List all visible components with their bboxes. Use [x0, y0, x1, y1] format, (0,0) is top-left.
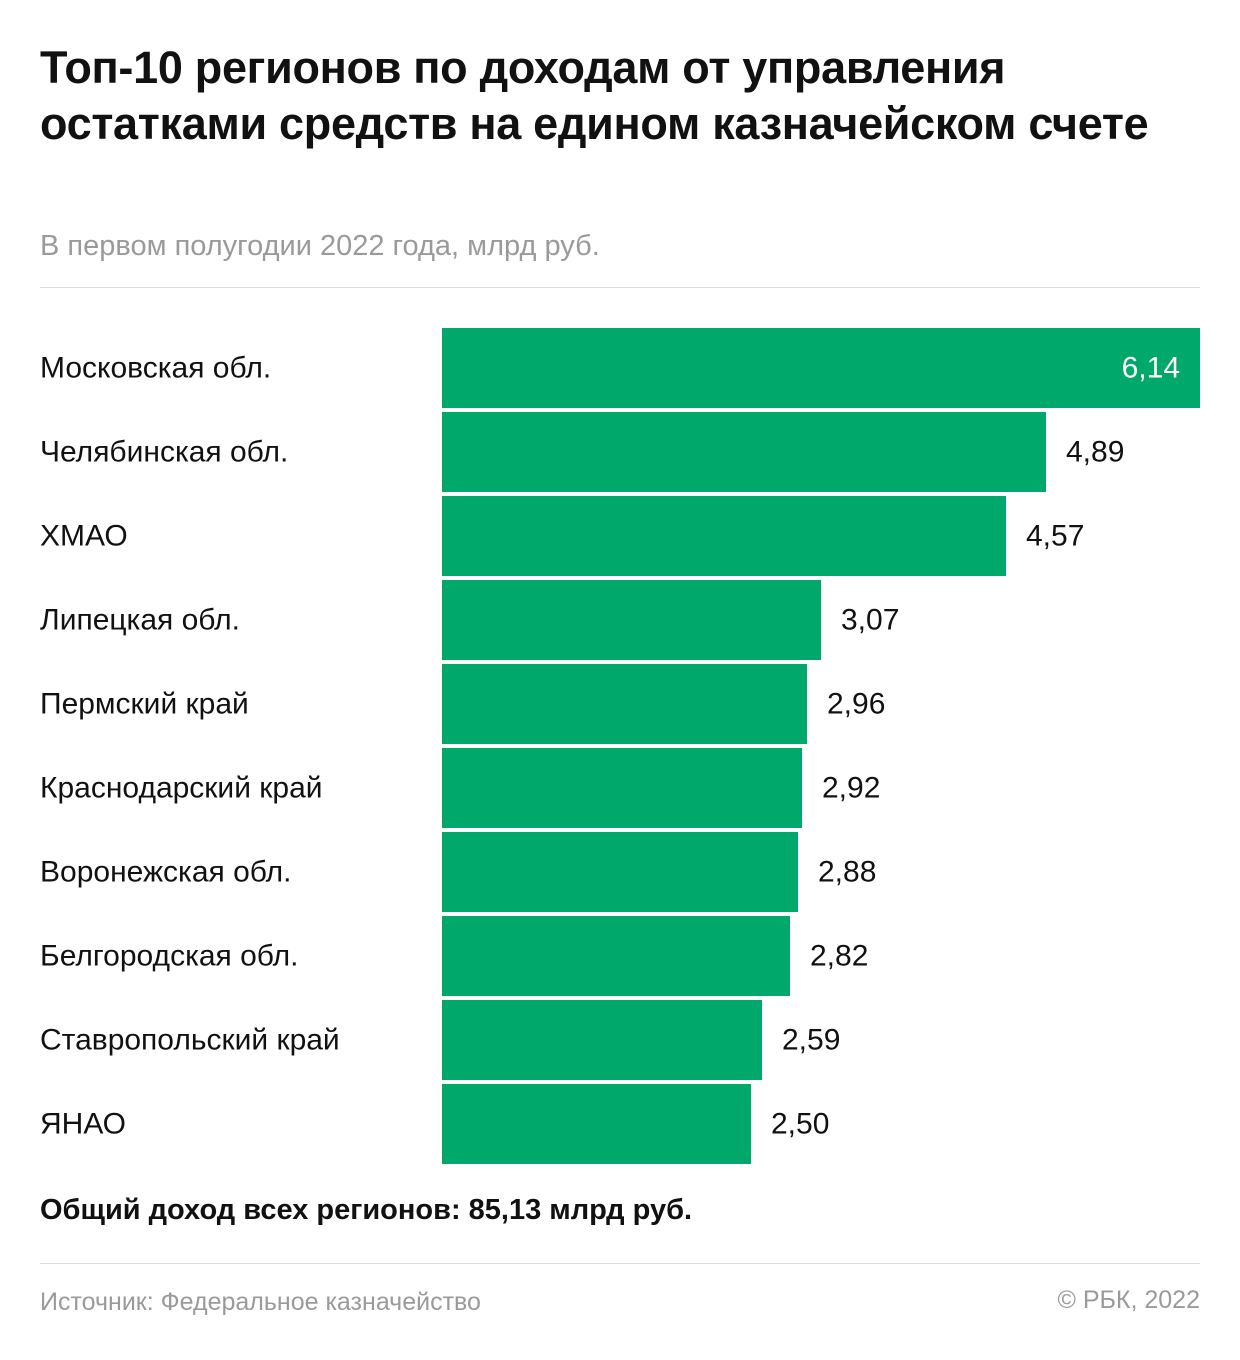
- bar: [442, 496, 1006, 576]
- value-label: 4,57: [1026, 520, 1084, 553]
- category-label: Краснодарский край: [40, 772, 323, 805]
- bar: [442, 664, 807, 744]
- bar: [442, 412, 1046, 492]
- chart-subtitle: В первом полугодии 2022 года, млрд руб.: [40, 230, 600, 262]
- category-label: Пермский край: [40, 688, 249, 721]
- category-label: ЯНАО: [40, 1108, 126, 1141]
- category-label: ХМАО: [40, 520, 128, 553]
- value-label: 2,82: [810, 940, 868, 973]
- category-label: Московская обл.: [40, 352, 271, 385]
- top-divider: [40, 287, 1200, 288]
- category-label: Ставропольский край: [40, 1024, 340, 1057]
- value-label: 2,92: [822, 772, 880, 805]
- value-label: 2,59: [782, 1024, 840, 1057]
- bottom-divider: [40, 1263, 1200, 1264]
- value-label: 2,88: [818, 856, 876, 889]
- category-label: Белгородская обл.: [40, 940, 298, 973]
- bar: [442, 328, 1200, 408]
- bar: [442, 580, 821, 660]
- category-label: Воронежская обл.: [40, 856, 291, 889]
- value-label: 2,50: [771, 1108, 829, 1141]
- value-label: 4,89: [1066, 436, 1124, 469]
- category-label: Липецкая обл.: [40, 604, 240, 637]
- total-income: Общий доход всех регионов: 85,13 млрд ру…: [40, 1194, 693, 1226]
- category-label: Челябинская обл.: [40, 436, 288, 469]
- bar: [442, 832, 798, 912]
- bar: [442, 916, 790, 996]
- value-label: 6,14: [1122, 352, 1180, 385]
- bar-chart: Московская обл. 6,14 Челябинская обл. 4,89 Х…: [40, 328, 1200, 1164]
- bar: [442, 1000, 762, 1080]
- value-label: 2,96: [827, 688, 885, 721]
- bar: [442, 1084, 751, 1164]
- value-label: 3,07: [841, 604, 899, 637]
- bar: [442, 748, 802, 828]
- chart-title: Топ-10 регионов по доходам от управления…: [40, 42, 1149, 149]
- source-note: Источник: Федеральное казначейство: [40, 1288, 481, 1316]
- copyright-credit: © РБК, 2022: [1057, 1286, 1200, 1314]
